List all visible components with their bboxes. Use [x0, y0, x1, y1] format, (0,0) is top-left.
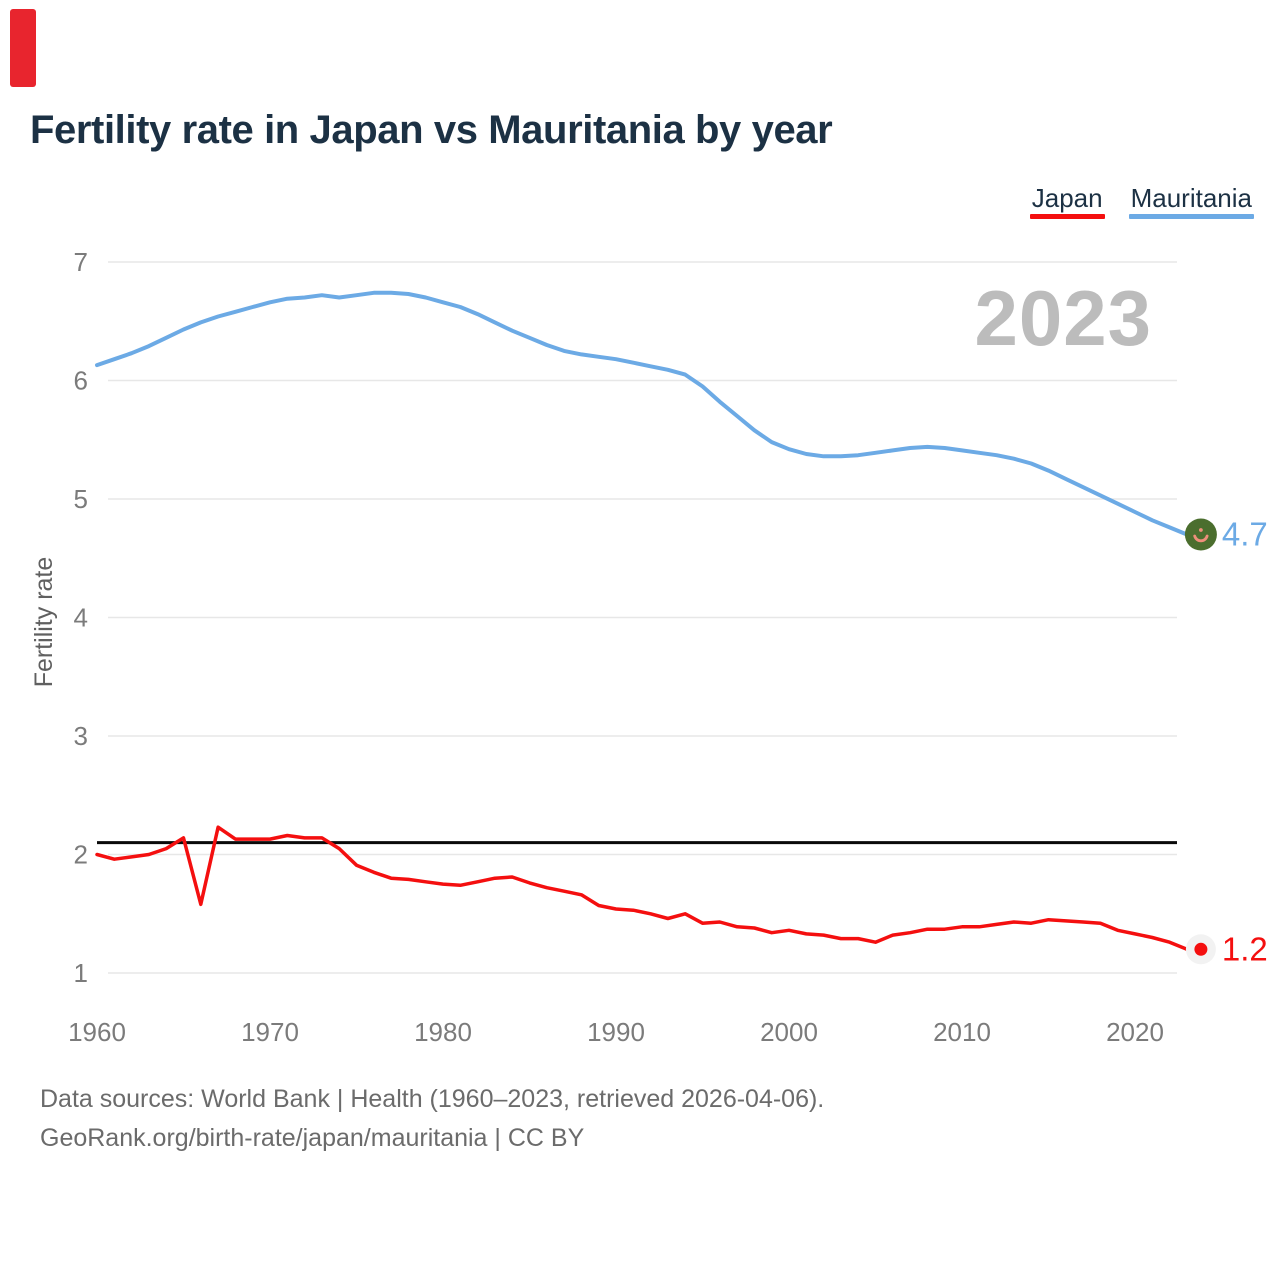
y-axis-tick-labels: 7 6 5 4 3 2 1: [74, 247, 88, 988]
x-tick-label: 1970: [241, 1017, 299, 1047]
y-tick-label: 5: [74, 484, 88, 514]
end-markers: [1184, 518, 1217, 965]
x-tick-label: 2010: [933, 1017, 991, 1047]
legend-label-japan: Japan: [1031, 183, 1103, 213]
end-value-labels: 1.2 4.7: [1222, 516, 1268, 968]
crescent-icon: [1193, 534, 1209, 543]
legend-label-mauritania: Mauritania: [1130, 183, 1252, 213]
x-tick-label: 2020: [1106, 1017, 1164, 1047]
source-attribution: Data sources: World Bank | Health (1960–…: [40, 1080, 824, 1158]
y-tick-label: 7: [74, 247, 88, 277]
y-tick-label: 2: [74, 840, 88, 870]
legend-item-mauritania[interactable]: Mauritania: [1128, 183, 1254, 219]
mauritania-flag-icon: [1184, 518, 1217, 551]
y-axis-title: Fertility rate: [30, 557, 58, 688]
data-sources-line: Data sources: World Bank | Health (1960–…: [40, 1085, 825, 1113]
chart-title: Fertility rate in Japan vs Mauritania by…: [30, 108, 833, 152]
japan-flag-icon: [1185, 934, 1216, 965]
x-axis-tick-labels: 1960 1970 1980 1990 2000 2010 2020: [68, 1017, 1164, 1047]
y-tick-label: 1: [74, 958, 88, 988]
legend-underline-mauritania: [1128, 214, 1254, 219]
japan-end-value: 1.2: [1222, 930, 1268, 967]
star-icon: [1199, 528, 1203, 532]
legend-item-japan[interactable]: Japan: [1029, 183, 1105, 219]
legend-underline-japan: [1029, 214, 1105, 219]
mauritania-end-value: 4.7: [1222, 516, 1268, 553]
y-tick-label: 3: [74, 721, 88, 751]
gridlines: [108, 261, 1177, 974]
x-tick-label: 1980: [414, 1017, 472, 1047]
japan-line: [95, 825, 1189, 952]
x-tick-label: 1990: [587, 1017, 645, 1047]
legend: Japan Mauritania: [1029, 183, 1254, 219]
x-tick-label: 1960: [68, 1017, 126, 1047]
license-line: GeoRank.org/birth-rate/japan/mauritania …: [40, 1124, 585, 1152]
y-tick-label: 4: [74, 603, 88, 633]
mauritania-line: [95, 290, 1189, 537]
x-tick-label: 2000: [760, 1017, 818, 1047]
year-watermark: 2023: [974, 274, 1152, 362]
flag-circle: [1184, 518, 1217, 551]
red-corner-mark: [10, 9, 36, 87]
sun-disc-icon: [1194, 942, 1208, 956]
data-lines: [95, 290, 1189, 952]
y-tick-label: 6: [74, 366, 88, 396]
